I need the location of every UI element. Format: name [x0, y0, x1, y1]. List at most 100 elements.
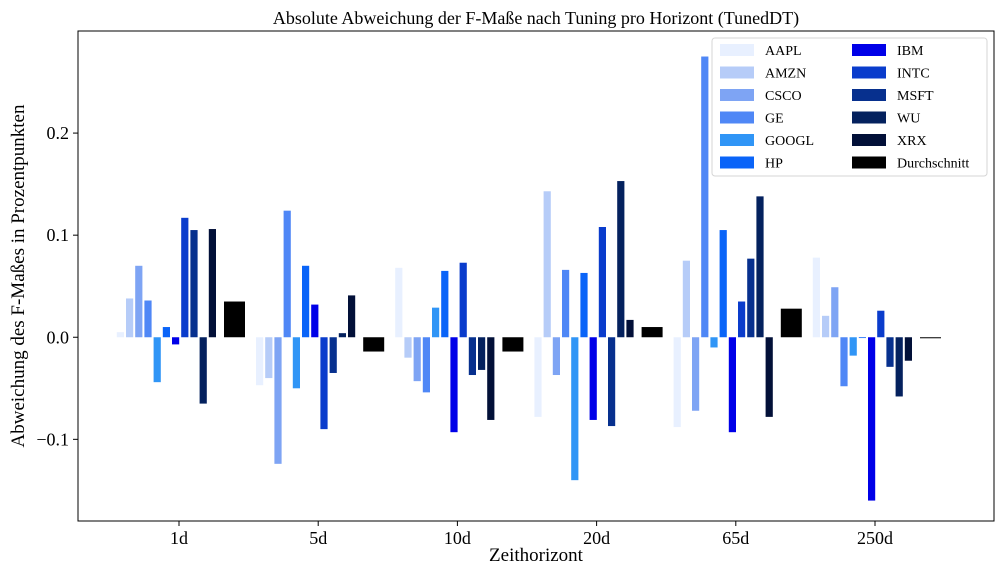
bar-googl-5d [292, 337, 300, 389]
y-tick-label: 0.1 [47, 225, 70, 245]
bar-intc-65d [738, 301, 746, 338]
x-axis: 1d 5d 10d 20d 65d 250d [170, 521, 893, 548]
bar-aapl-1d [116, 332, 124, 338]
bar-googl-20d [571, 337, 579, 481]
y-tick-label: −0.1 [36, 429, 69, 449]
bar-hp-250d [858, 337, 866, 339]
bar-aapl-250d [812, 257, 820, 338]
legend-swatch-intc [852, 66, 886, 79]
legend-label-durchschnitt: Durchschnitt [897, 157, 969, 172]
bar-wu-20d [617, 181, 625, 338]
bar-msft-250d [886, 337, 894, 367]
x-tick-label: 5d [309, 528, 327, 548]
bar-csco-1d [135, 265, 143, 338]
bar-xrx-5d [348, 295, 356, 338]
x-axis-label: Zeithorizont [489, 545, 584, 566]
bar-hp-5d [302, 265, 310, 338]
bar-ibm-5d [311, 304, 319, 338]
bar-csco-250d [831, 287, 839, 338]
plot-frame [77, 30, 995, 522]
bar-durchschnitt-20d [641, 327, 663, 338]
bar-msft-65d [747, 258, 755, 338]
bar-durchschnitt-1d [224, 301, 245, 338]
bar-durchschnitt-10d [502, 337, 524, 352]
legend: AAPL AMZN CSCO GE GOOGL HP IBM INTC MSFT WU XRX Dur… [711, 37, 988, 177]
legend-label-wu: WU [897, 112, 920, 127]
x-tick-label: 250d [857, 528, 893, 548]
bar-intc-20d [598, 227, 606, 338]
chart-title: Absolute Abweichung der F-Maße nach Tuni… [273, 8, 799, 29]
bar-ibm-1d [172, 337, 180, 345]
bar-amzn-250d [822, 315, 830, 338]
bar-ibm-10d [450, 337, 458, 433]
bar-xrx-250d [904, 337, 912, 361]
bar-ibm-20d [589, 337, 597, 420]
legend-swatch-googl [720, 134, 754, 146]
bar-xrx-20d [626, 319, 634, 338]
legend-swatch-wu [852, 111, 886, 124]
bar-csco-65d [692, 337, 700, 411]
legend-label-googl: GOOGL [765, 134, 814, 149]
legend-swatch-hp [720, 156, 754, 169]
bar-csco-20d [552, 337, 560, 376]
bar-aapl-20d [534, 337, 542, 417]
bar-xrx-1d [208, 229, 216, 338]
y-tick-label: 0.0 [47, 327, 70, 347]
x-tick-label: 1d [170, 528, 188, 548]
bar-ibm-65d [728, 337, 736, 433]
bar-amzn-20d [543, 191, 551, 338]
bar-msft-20d [608, 337, 616, 427]
x-tick-label: 65d [722, 528, 749, 548]
bar-ge-10d [422, 337, 430, 393]
bar-intc-1d [181, 217, 189, 338]
x-tick-label: 20d [583, 528, 610, 548]
bar-hp-10d [441, 270, 449, 338]
legend-label-aapl: AAPL [765, 44, 802, 59]
legend-box [711, 37, 988, 177]
bar-msft-5d [329, 337, 337, 373]
bar-ibm-250d [868, 337, 876, 501]
bar-msft-1d [190, 230, 198, 338]
bar-aapl-65d [673, 337, 681, 428]
bar-googl-10d [432, 307, 440, 338]
legend-label-csco: CSCO [765, 89, 802, 104]
bar-ge-65d [701, 56, 709, 338]
legend-swatch-ge [720, 111, 754, 124]
bar-intc-5d [320, 337, 328, 430]
legend-label-intc: INTC [897, 67, 930, 82]
bar-aapl-5d [256, 337, 264, 386]
bar-hp-1d [162, 327, 170, 338]
legend-label-ibm: IBM [897, 44, 924, 59]
bar-wu-1d [199, 337, 207, 404]
bar-wu-250d [895, 337, 903, 397]
bar-xrx-65d [765, 337, 773, 417]
y-tick-label: 0.2 [47, 123, 70, 143]
legend-label-amzn: AMZN [765, 67, 806, 82]
bar-ge-5d [283, 210, 291, 338]
bar-amzn-5d [265, 337, 273, 379]
bars-layer [116, 56, 941, 501]
legend-label-hp: HP [765, 157, 783, 172]
bar-googl-65d [710, 337, 718, 348]
legend-swatch-msft [852, 89, 886, 101]
bar-wu-5d [338, 333, 346, 338]
legend-swatch-amzn [720, 66, 754, 79]
bar-durchschnitt-5d [363, 337, 385, 352]
y-axis-label: Abweichung des F-Maßes in Prozentpunkten [8, 104, 29, 447]
legend-label-xrx: XRX [897, 134, 927, 149]
bar-durchschnitt-65d [780, 308, 802, 338]
bar-csco-10d [413, 337, 421, 382]
bar-durchschnitt-250d [920, 337, 941, 339]
bar-aapl-10d [395, 267, 403, 338]
x-tick-label: 10d [444, 528, 471, 548]
bar-amzn-65d [682, 260, 690, 338]
bar-wu-65d [756, 196, 764, 338]
legend-swatch-aapl [720, 44, 754, 56]
bar-amzn-1d [126, 298, 134, 338]
bar-googl-250d [849, 337, 857, 356]
bar-ge-20d [562, 269, 570, 338]
bar-intc-250d [877, 310, 885, 338]
bar-xrx-10d [487, 337, 495, 420]
